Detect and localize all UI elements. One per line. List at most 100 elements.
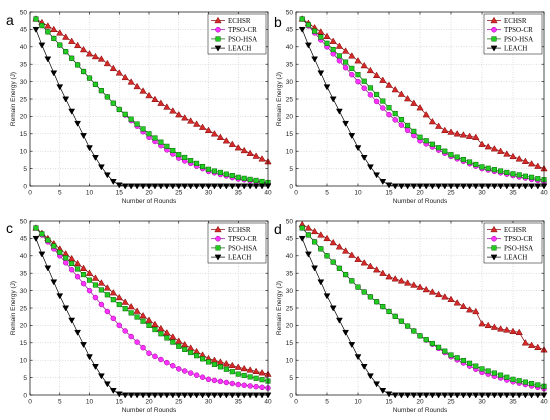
- data-point: [259, 384, 265, 391]
- data-point: [92, 364, 99, 370]
- data-point: [252, 392, 260, 399]
- data-point: [374, 91, 380, 98]
- data-point: [323, 293, 331, 300]
- data-point: [528, 183, 536, 190]
- data-point: [187, 117, 195, 124]
- data-point: [199, 183, 206, 190]
- data-point: [329, 238, 337, 246]
- data-point: [490, 392, 498, 399]
- x-tick-label: 0: [294, 190, 298, 197]
- data-point: [128, 116, 134, 122]
- x-tick-label: 40: [264, 399, 272, 406]
- data-point: [503, 326, 511, 333]
- data-point: [342, 329, 350, 336]
- data-point: [422, 392, 430, 399]
- data-point: [240, 364, 248, 372]
- y-tick-label: 0: [23, 183, 27, 190]
- data-point: [504, 169, 510, 175]
- series-1: [32, 15, 272, 165]
- data-point: [416, 183, 424, 190]
- data-point: [405, 323, 411, 329]
- data-point: [73, 259, 82, 267]
- data-point: [312, 239, 318, 245]
- data-point: [145, 91, 153, 99]
- data-point: [348, 342, 356, 349]
- data-point: [188, 349, 194, 356]
- data-point: [75, 62, 81, 68]
- legend-marker: [491, 245, 497, 251]
- legend-entry: TPSO-CR: [211, 235, 257, 243]
- x-tick-label: 40: [540, 190, 548, 197]
- data-point: [110, 297, 116, 303]
- data-point: [312, 28, 318, 34]
- data-point: [330, 259, 336, 265]
- data-point: [380, 105, 386, 111]
- data-point: [152, 353, 158, 360]
- x-tick-label: 20: [416, 399, 424, 406]
- data-point: [259, 178, 265, 185]
- x-axis-label: Number of Rounds: [393, 407, 448, 414]
- data-point: [182, 346, 188, 352]
- data-point: [410, 183, 418, 190]
- data-point: [121, 73, 129, 81]
- data-point: [417, 333, 423, 339]
- data-point: [109, 388, 117, 394]
- data-point: [348, 251, 356, 258]
- data-point: [372, 266, 381, 273]
- series-3: [33, 16, 271, 186]
- y-tick-label: 20: [286, 114, 294, 121]
- data-point: [397, 277, 406, 284]
- data-point: [473, 161, 479, 167]
- data-point: [235, 371, 241, 377]
- data-point: [115, 69, 123, 76]
- legend-marker: [215, 245, 221, 251]
- x-tick-label: 30: [205, 190, 213, 197]
- legend-entry: LEACH: [487, 45, 527, 53]
- data-point: [217, 169, 223, 175]
- legend-entry: TPSO-CR: [487, 26, 533, 34]
- data-point: [211, 361, 217, 367]
- data-point: [79, 45, 88, 53]
- data-point: [157, 183, 165, 190]
- data-point: [164, 335, 170, 341]
- data-point: [318, 34, 324, 40]
- legend-label: ECHSR: [228, 226, 251, 234]
- data-point: [63, 255, 69, 261]
- data-point: [246, 392, 254, 399]
- data-point: [472, 183, 480, 190]
- legend-entry: ECHSR: [211, 16, 251, 25]
- data-point: [151, 392, 159, 399]
- data-point: [503, 392, 511, 399]
- data-point: [490, 323, 499, 330]
- data-point: [44, 56, 52, 63]
- y-tick-label: 15: [286, 131, 294, 138]
- y-tick-label: 45: [20, 236, 28, 243]
- y-tick-label: 25: [20, 305, 28, 312]
- data-point: [367, 92, 374, 98]
- data-point: [240, 392, 248, 399]
- y-tick-label: 20: [20, 114, 28, 121]
- data-point: [385, 81, 393, 88]
- y-tick-label: 35: [20, 62, 28, 69]
- data-point: [441, 183, 449, 190]
- data-point: [50, 70, 58, 77]
- data-point: [253, 375, 259, 381]
- panel-letter: d: [274, 221, 282, 237]
- data-point: [349, 65, 355, 71]
- data-point: [422, 285, 430, 293]
- y-tick-label: 35: [20, 271, 28, 278]
- x-tick-label: 0: [28, 399, 32, 406]
- data-point: [454, 355, 460, 361]
- legend-label: PSO-HSA: [228, 35, 257, 43]
- data-point: [81, 68, 87, 75]
- data-point: [336, 53, 342, 59]
- y-tick-label: 5: [23, 375, 27, 382]
- chart-panel-1: 0 5 10 15 20 25 30 35 40 0 5 10 15 20 25 30 35 40 45 50 Numb…: [6, 9, 272, 205]
- legend-marker: [214, 16, 222, 24]
- data-point: [222, 359, 230, 367]
- data-point: [436, 344, 442, 350]
- x-tick-label: 15: [116, 190, 124, 197]
- data-point: [355, 284, 361, 290]
- data-point: [386, 111, 392, 118]
- data-point: [497, 392, 505, 399]
